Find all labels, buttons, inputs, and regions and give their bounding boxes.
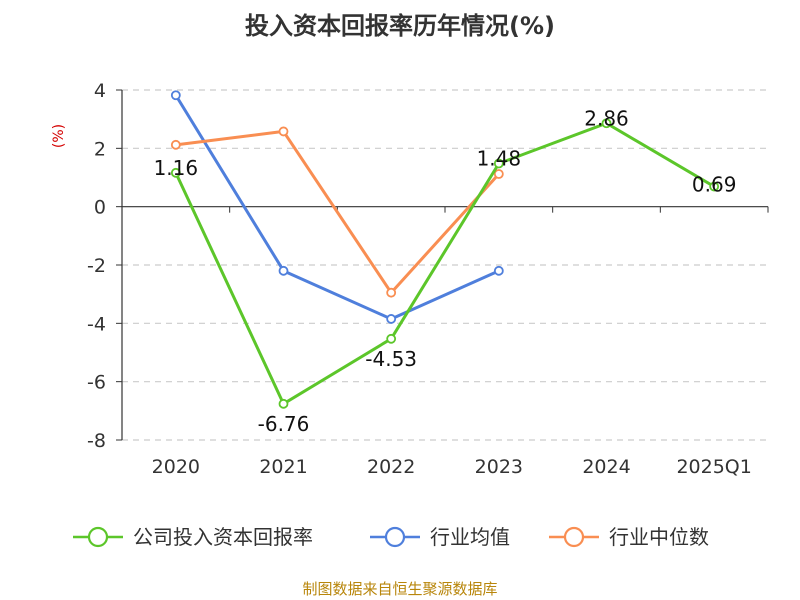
y-tick-label: -4 xyxy=(87,313,106,335)
data-point xyxy=(278,126,289,137)
data-point xyxy=(493,158,504,169)
x-tick-label: 2023 xyxy=(475,456,523,478)
data-point xyxy=(601,118,612,129)
data-label: 2.86 xyxy=(584,106,629,130)
legend-swatch-marker xyxy=(384,526,406,548)
chart-title: 投入资本回报率历年情况(%) xyxy=(245,12,555,40)
data-point xyxy=(386,287,397,298)
y-tick-label: 0 xyxy=(94,197,106,219)
y-tick-label: -6 xyxy=(87,372,106,394)
data-point xyxy=(386,333,397,344)
data-label: 1.16 xyxy=(154,156,199,180)
y-axis-label: (%) xyxy=(51,123,67,149)
data-point xyxy=(170,90,181,101)
series-line xyxy=(175,129,500,295)
legend-label: 行业中位数 xyxy=(609,525,709,549)
data-label: 0.69 xyxy=(692,173,737,197)
legend-label: 公司投入资本回报率 xyxy=(133,525,313,549)
data-label: -6.76 xyxy=(258,412,310,436)
x-tick-label: 2024 xyxy=(582,456,630,478)
series-line xyxy=(174,121,715,406)
data-point xyxy=(278,265,289,276)
legend-label: 行业均值 xyxy=(430,525,510,549)
x-tick-label: 2020 xyxy=(152,456,200,478)
data-point xyxy=(709,181,720,192)
x-tick-label: 2025Q1 xyxy=(676,456,751,478)
source-note: 制图数据来自恒生聚源数据库 xyxy=(302,580,498,598)
y-tick-label: -8 xyxy=(87,430,106,452)
data-point xyxy=(493,169,504,179)
data-point xyxy=(278,398,289,409)
y-tick-label: 4 xyxy=(94,80,106,102)
x-tick-label: 2021 xyxy=(259,456,307,478)
legend-swatch-marker xyxy=(87,526,109,548)
y-tick-label: 2 xyxy=(94,138,106,160)
data-point xyxy=(170,139,181,150)
y-tick-label: -2 xyxy=(87,255,106,277)
data-point xyxy=(170,167,181,178)
x-tick-label: 2022 xyxy=(367,456,415,478)
legend-swatch-marker xyxy=(563,526,585,548)
series-line xyxy=(174,94,500,321)
data-label: -4.53 xyxy=(365,347,417,371)
data-point xyxy=(386,314,397,324)
data-label: 1.48 xyxy=(477,147,522,171)
data-point xyxy=(493,265,504,276)
